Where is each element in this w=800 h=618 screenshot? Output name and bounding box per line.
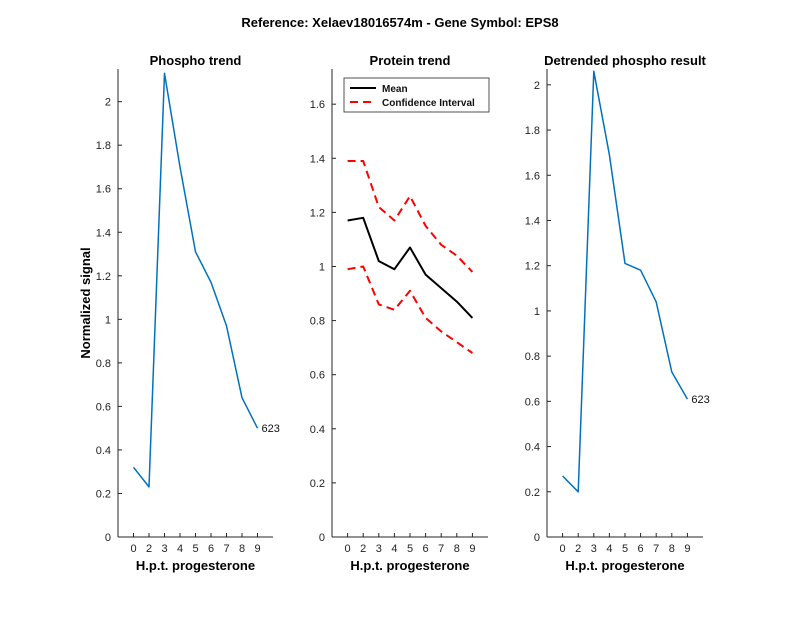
series-line-phospho: [562, 70, 689, 493]
y-tick-label: 1.4: [525, 215, 540, 227]
series-line-phospho: [132, 72, 259, 488]
x-tick-label: 5: [622, 543, 628, 555]
series-line-confidence-interval: [347, 265, 473, 354]
y-tick-label: 1.8: [525, 125, 540, 137]
x-tick-label: 3: [376, 543, 382, 555]
panel-2: 0 2 3 4 5 6 7 8 900.20.40.60.811.21.41.6Protein …: [310, 53, 490, 573]
series-line-mean: [347, 216, 474, 319]
x-tick-label: 3: [161, 543, 167, 555]
panel-title: Phospho trend: [150, 53, 242, 68]
legend-box: [343, 77, 490, 113]
y-tick-label: 1.6: [525, 170, 540, 182]
x-axis-label: H.p.t. progesterone: [136, 558, 255, 573]
x-tick-label: 8: [454, 543, 460, 555]
panel-title: Detrended phospho result: [544, 53, 706, 68]
x-tick-label: 0: [560, 543, 566, 555]
y-tick-label: 0.2: [310, 478, 325, 490]
y-axis-label: Normalized signal: [78, 247, 93, 358]
legend: Mean Confidence Interval: [343, 77, 490, 113]
x-tick-label: 7: [438, 543, 444, 555]
x-tick-label: 6: [208, 543, 214, 555]
y-tick-label: 0.4: [525, 442, 540, 454]
y-tick-label: 1.8: [96, 140, 111, 152]
x-tick-label: 4: [391, 543, 397, 555]
y-tick-label: 0.8: [310, 316, 325, 328]
y-tick-label: 0.6: [96, 401, 111, 413]
y-tick-label: 0.6: [310, 370, 325, 382]
y-tick-label: 0: [105, 532, 111, 544]
x-tick-label: 6: [423, 543, 429, 555]
point-annotation: 623: [262, 423, 280, 435]
y-tick-label: 1.2: [525, 261, 540, 273]
x-tick-label: 3: [591, 543, 597, 555]
y-tick-label: 1.6: [96, 184, 111, 196]
x-axis-label: H.p.t. progesterone: [350, 558, 469, 573]
x-tick-label: 5: [192, 543, 198, 555]
figure-suptitle: Reference: Xelaev18016574m - Gene Symbol…: [241, 15, 558, 30]
y-tick-label: 0.2: [96, 488, 111, 500]
x-tick-label: 2: [575, 543, 581, 555]
y-tick-label: 0: [534, 532, 540, 544]
y-tick-label: 1.4: [96, 227, 111, 239]
x-tick-label: 2: [146, 543, 152, 555]
panel-1: 0 2 3 4 5 6 7 8 900.20.40.60.811.21.41.61.82Phos…: [78, 53, 280, 573]
x-tick-label: 9: [469, 543, 475, 555]
legend-label: Confidence Interval: [382, 98, 475, 109]
x-tick-label: 4: [177, 543, 183, 555]
y-tick-label: 0.8: [525, 351, 540, 363]
series-line-confidence-interval: [347, 160, 474, 273]
y-tick-label: 0.8: [96, 358, 111, 370]
x-tick-label: 4: [606, 543, 612, 555]
x-tick-label: 9: [684, 543, 690, 555]
y-tick-label: 2: [534, 80, 540, 92]
y-tick-label: 1.2: [96, 271, 111, 283]
x-tick-label: 5: [407, 543, 413, 555]
point-annotation: 623: [691, 394, 709, 406]
x-tick-label: 8: [669, 543, 675, 555]
panel-3: 0 2 3 4 5 6 7 8 900.20.40.60.811.21.41.61.82Detr…: [525, 53, 710, 573]
x-tick-label: 0: [345, 543, 351, 555]
y-tick-label: 1: [319, 261, 325, 273]
y-tick-label: 1.6: [310, 99, 325, 111]
y-tick-label: 1: [534, 306, 540, 318]
x-tick-label: 2: [360, 543, 366, 555]
x-tick-label: 6: [638, 543, 644, 555]
x-tick-label: 0: [130, 543, 136, 555]
y-tick-label: 0.4: [96, 445, 111, 457]
y-tick-label: 1.2: [310, 207, 325, 219]
y-tick-label: 0.4: [310, 424, 325, 436]
y-tick-label: 2: [105, 97, 111, 109]
x-axis-label: H.p.t. progesterone: [565, 558, 684, 573]
y-tick-label: 0: [319, 532, 325, 544]
y-tick-label: 1.4: [310, 153, 325, 165]
x-tick-label: 7: [653, 543, 659, 555]
x-tick-label: 9: [254, 543, 260, 555]
y-tick-label: 0.2: [525, 487, 540, 499]
y-tick-label: 0.6: [525, 396, 540, 408]
panel-title: Protein trend: [370, 53, 451, 68]
x-tick-label: 7: [223, 543, 229, 555]
x-tick-label: 8: [239, 543, 245, 555]
legend-label: Mean: [382, 84, 408, 95]
y-tick-label: 1: [105, 314, 111, 326]
